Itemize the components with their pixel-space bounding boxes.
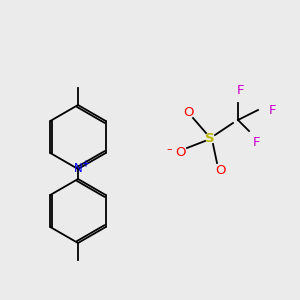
Text: F: F: [252, 136, 260, 149]
Text: F: F: [268, 103, 276, 116]
Text: F: F: [236, 85, 244, 98]
Text: O: O: [175, 146, 185, 160]
Text: O: O: [183, 106, 193, 118]
Text: –: –: [166, 144, 172, 154]
Text: S: S: [205, 131, 215, 145]
Text: N: N: [74, 163, 82, 176]
Text: +: +: [81, 159, 89, 169]
Text: O: O: [215, 164, 225, 178]
